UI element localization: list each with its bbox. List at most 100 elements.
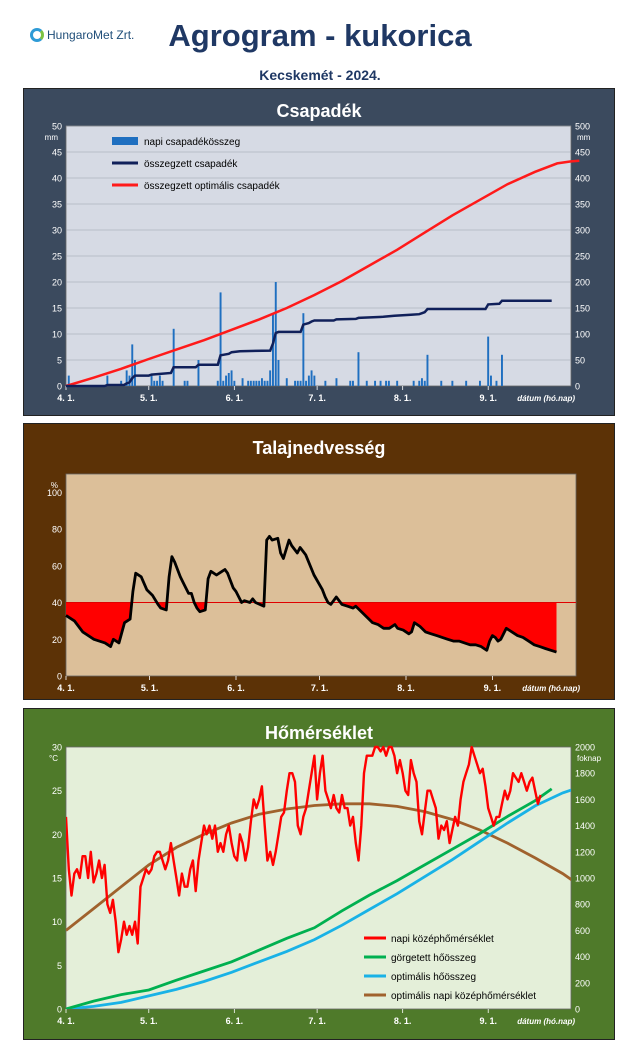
- precipitation-bar: [161, 380, 164, 386]
- precipitation-bar: [307, 375, 310, 386]
- soil-moisture-line: [65, 535, 557, 654]
- y-axis-label: %: [51, 481, 58, 490]
- y-tick-label: 0: [57, 1005, 62, 1015]
- y2-tick-label: 400: [575, 952, 590, 962]
- chart-title: Csapadék: [276, 101, 362, 121]
- precipitation-bar: [125, 370, 128, 386]
- precipitation-bar: [252, 380, 255, 386]
- x-tick-label: 9. 1.: [484, 683, 502, 693]
- precipitation-bar: [241, 378, 244, 386]
- y2-axis-label: foknap: [577, 754, 602, 763]
- precipitation-bar: [106, 375, 109, 386]
- optimal-heat-sum-line: [66, 788, 571, 1009]
- precipitation-bar: [412, 380, 415, 386]
- legend-label: napi csapadékösszeg: [144, 137, 240, 148]
- y-tick-label: 100: [47, 488, 62, 498]
- precipitation-bar: [277, 360, 280, 386]
- precipitation-bar: [156, 380, 159, 386]
- y-tick-label: 20: [52, 830, 62, 840]
- y2-tick-label: 1000: [575, 874, 595, 884]
- plot-area: [65, 473, 577, 677]
- x-axis-label: dátum (hó.nap): [517, 394, 575, 403]
- y-tick-label: 45: [52, 148, 62, 158]
- y2-tick-label: 1200: [575, 847, 595, 857]
- precipitation-bar: [335, 378, 338, 386]
- chart-title: Talajnedvesség: [253, 438, 386, 458]
- y2-tick-label: 200: [575, 278, 590, 288]
- precipitation-bar: [197, 360, 200, 386]
- precipitation-bar: [379, 380, 382, 386]
- temperature-panel: Hőmérséklet 0 5 10 15 20 25 30 °C 0 200 400 600 800 10…: [23, 708, 615, 1040]
- x-tick-label: 9. 1.: [479, 393, 497, 403]
- precipitation-bar: [352, 380, 354, 386]
- legend-label: összegzett optimális csapadék: [144, 181, 281, 192]
- precipitation-bar: [365, 380, 368, 386]
- precipitation-bar: [451, 380, 454, 386]
- precipitation-bar: [296, 380, 299, 386]
- precipitation-bar: [487, 336, 490, 386]
- precipitation-bar: [249, 380, 252, 386]
- precipitation-bar: [387, 380, 390, 386]
- precipitation-bar: [385, 380, 388, 386]
- precipitation-bar: [67, 375, 70, 386]
- y-tick-label: 30: [52, 226, 62, 236]
- optimal-daily-mean-temperature-line: [66, 802, 571, 932]
- x-tick-label: 6. 1.: [226, 1016, 244, 1026]
- y-tick-label: 0: [57, 382, 62, 392]
- precipitation-bar: [134, 360, 136, 386]
- y-tick-label: 60: [52, 561, 62, 571]
- y2-tick-label: 300: [575, 226, 590, 236]
- logo-text: HungaroMet Zrt.: [47, 28, 135, 42]
- precipitation-bar: [423, 380, 426, 386]
- precipitation-bar: [158, 375, 161, 386]
- legend-label: optimális napi középhőmérséklet: [391, 991, 536, 1002]
- y2-tick-label: 800: [575, 900, 590, 910]
- precipitation-bar: [501, 354, 503, 386]
- x-tick-label: 8. 1.: [394, 393, 412, 403]
- cumulative-precipitation-line: [66, 299, 552, 388]
- hungaromet-logo: HungaroMet Zrt.: [30, 28, 134, 42]
- precipitation-bar: [349, 380, 352, 386]
- precipitation-bar: [216, 380, 219, 386]
- y2-tick-label: 450: [575, 148, 590, 158]
- precipitation-bar: [183, 380, 186, 386]
- y2-tick-label: 350: [575, 200, 590, 210]
- y2-tick-label: 1800: [575, 769, 595, 779]
- precipitation-bar: [255, 380, 258, 386]
- legend-label: összegzett csapadék: [144, 159, 238, 170]
- precipitation-bar: [396, 380, 399, 386]
- precipitation-bar: [150, 375, 153, 386]
- y-tick-label: 40: [52, 174, 62, 184]
- y-tick-label: 5: [57, 961, 62, 971]
- y-tick-label: 35: [52, 200, 62, 210]
- x-tick-label: 6. 1.: [226, 393, 244, 403]
- y-tick-label: 15: [52, 874, 62, 884]
- precipitation-bar: [269, 370, 272, 386]
- y-tick-label: 0: [57, 672, 62, 682]
- precipitation-bar: [313, 375, 316, 386]
- page-title: Agrogram - kukorica: [168, 18, 472, 53]
- x-tick-label: 4. 1.: [57, 1016, 75, 1026]
- precipitation-bar: [272, 313, 274, 386]
- precipitation-bar: [261, 378, 263, 386]
- y2-tick-label: 100: [575, 330, 590, 340]
- y-tick-label: 20: [52, 635, 62, 645]
- precipitation-bar: [440, 380, 443, 386]
- legend-swatch-daily: [112, 137, 138, 145]
- x-tick-label: 7. 1.: [311, 683, 329, 693]
- y2-tick-label: 1600: [575, 795, 595, 805]
- legend-label: görgetett hőösszeg: [391, 953, 476, 964]
- precipitation-bar: [495, 380, 498, 386]
- precipitation-bar: [258, 380, 261, 386]
- hungaromet-logo-icon: [30, 28, 44, 42]
- precipitation-bar: [357, 352, 360, 386]
- precipitation-bar: [285, 378, 288, 386]
- optimal-cumulative-precipitation-line: [65, 159, 580, 388]
- x-tick-label: 5. 1.: [140, 393, 158, 403]
- x-axis-label: dátum (hó.nap): [517, 1017, 575, 1026]
- precipitation-bar: [230, 370, 233, 386]
- precipitation-bar: [120, 380, 123, 386]
- y-tick-label: 15: [52, 304, 62, 314]
- x-tick-label: 4. 1.: [57, 683, 75, 693]
- x-axis-label: dátum (hó.nap): [522, 684, 580, 693]
